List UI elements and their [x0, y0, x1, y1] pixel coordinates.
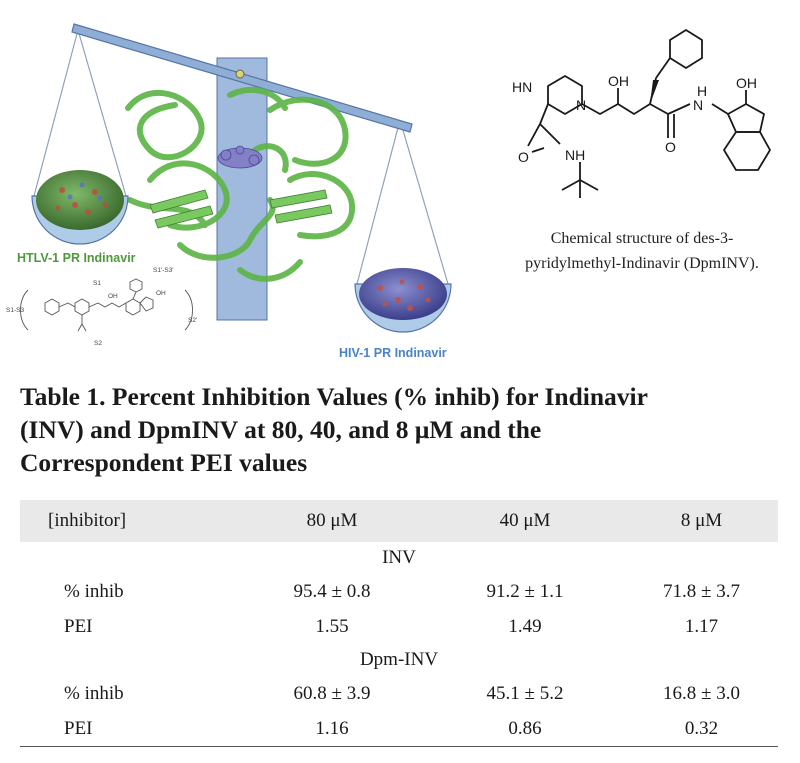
- table-cell: 45.1 ± 5.2: [486, 682, 564, 704]
- inhibition-table: [inhibitor] 80 μM 40 μM 8 μM INV % inhib…: [20, 500, 778, 747]
- table-cell: 1.55: [315, 615, 349, 637]
- table-title-line-2: (INV) and DpmINV at 80, 40, and 8 μM and…: [20, 415, 542, 444]
- table-cell: 16.8 ± 3.0: [663, 682, 740, 704]
- protein-ribbon: [125, 86, 356, 282]
- mini-s1p-s3p: S1'-S3': [153, 267, 174, 274]
- group-row-dpm-inv: Dpm-INV: [20, 644, 778, 676]
- mini-s2p: S2': [188, 317, 197, 324]
- row-label: PEI: [20, 711, 239, 747]
- structure-caption: Chemical structure of des-3- pyridylmeth…: [492, 226, 792, 276]
- atom-n2: N: [693, 97, 703, 113]
- table-cell: 91.2 ± 1.1: [486, 580, 564, 602]
- table-title-line-3: Correspondent PEI values: [20, 448, 308, 477]
- htlv-pan-label: HTLV-1 PR Indinavir: [17, 251, 136, 265]
- table-title: Table 1. Percent Inhibition Values (% in…: [20, 380, 790, 479]
- left-pan-strings: [33, 29, 127, 197]
- right-pan: [354, 268, 452, 333]
- caption-line-2: pyridylmethyl-Indinavir (DpmINV).: [525, 255, 759, 272]
- atom-o2: O: [665, 139, 676, 155]
- atom-n: N: [576, 97, 586, 113]
- mini-s1-s3: S1-S3: [6, 307, 24, 314]
- table-row: PEI 1.16 0.86 0.32: [20, 711, 778, 747]
- mini-s1: S1: [93, 280, 101, 287]
- atom-oh1: OH: [608, 73, 629, 89]
- left-pan: [31, 170, 129, 245]
- mini-s2: S2: [94, 340, 102, 347]
- table-row: % inhib 60.8 ± 3.9 45.1 ± 5.2 16.8 ± 3.0: [20, 676, 778, 711]
- atom-nh: NH: [565, 147, 585, 163]
- table-cell: 0.32: [625, 711, 778, 747]
- pivot-icon: [235, 69, 245, 79]
- row-label: PEI: [64, 615, 93, 637]
- ligand-density: [217, 145, 263, 169]
- mini-indinavir-structure: [20, 278, 193, 332]
- group-label: INV: [382, 547, 416, 568]
- graphical-abstract: S1-S3 S1 S1'-S3' S2 S2' OH OH: [0, 0, 800, 372]
- table-cell: 95.4 ± 0.8: [293, 580, 371, 602]
- table-cell: 1.16: [239, 711, 425, 747]
- table-cell: 71.8 ± 3.7: [663, 580, 740, 602]
- protein-strands: [149, 189, 333, 229]
- mini-oh1: OH: [108, 293, 118, 300]
- header-80uM: 80 μM: [239, 500, 425, 542]
- row-label: % inhib: [64, 682, 124, 704]
- caption-line-1: Chemical structure of des-3-: [550, 230, 734, 247]
- table-row: % inhib 95.4 ± 0.8 91.2 ± 1.1 71.8 ± 3.7: [20, 574, 778, 609]
- hiv-pan-label: HIV-1 PR Indinavir: [339, 346, 447, 360]
- header-40uM: 40 μM: [425, 500, 625, 542]
- table-cell: 1.17: [684, 615, 719, 637]
- table-cell: 0.86: [425, 711, 625, 747]
- dpminv-structure: [527, 29, 771, 198]
- table-cell: 60.8 ± 3.9: [293, 682, 371, 704]
- table-row: PEI 1.55 1.49 1.17: [20, 609, 778, 644]
- atom-hn: HN: [512, 79, 532, 95]
- right-pan-strings: [356, 119, 449, 285]
- atom-o1: O: [518, 149, 529, 165]
- atom-h: H: [697, 83, 707, 99]
- structure-wedges: [536, 80, 659, 128]
- header-inhibitor: [inhibitor]: [20, 500, 239, 542]
- header-8uM: 8 μM: [625, 500, 778, 542]
- group-label: Dpm-INV: [359, 649, 439, 670]
- group-row-inv: INV: [20, 542, 778, 574]
- atom-oh2: OH: [736, 75, 757, 91]
- mini-oh2: OH: [156, 290, 166, 297]
- row-label: % inhib: [64, 580, 124, 602]
- table-title-line-1: Table 1. Percent Inhibition Values (% in…: [20, 382, 648, 411]
- table-cell: 1.49: [508, 615, 542, 637]
- balance-illustration: S1-S3 S1 S1'-S3' S2 S2' OH OH: [6, 23, 771, 347]
- table-header-row: [inhibitor] 80 μM 40 μM 8 μM: [20, 500, 778, 542]
